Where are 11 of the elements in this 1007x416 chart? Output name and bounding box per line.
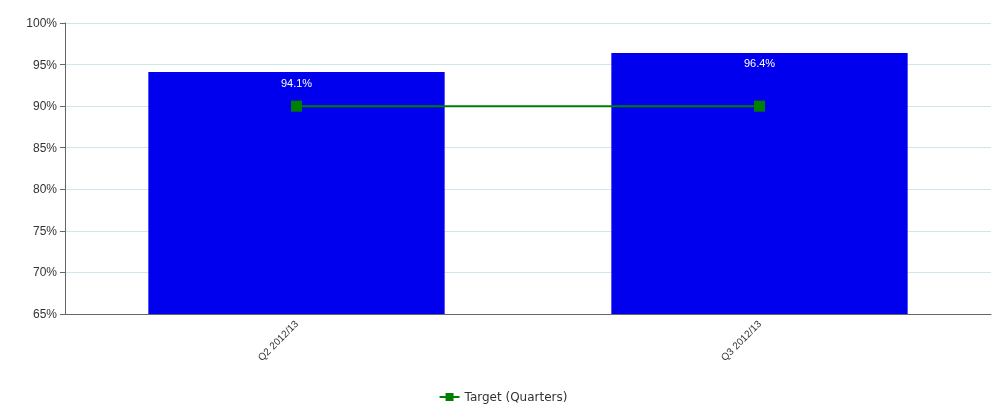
y-tick-label: 70% [32, 265, 58, 280]
y-tick-label: 95% [32, 57, 58, 72]
y-tick-label: 90% [32, 99, 58, 114]
y-tick-label: 100% [26, 16, 58, 30]
y-tick-label: 80% [32, 182, 58, 197]
data-label: 96.4% [743, 57, 776, 70]
data-label: 94.1% [280, 76, 313, 89]
y-tick-label: 75% [32, 223, 58, 238]
legend-label: Target (Quarters) [463, 390, 568, 404]
y-tick-label: 65% [32, 307, 58, 321]
y-tick-label: 85% [32, 140, 58, 155]
